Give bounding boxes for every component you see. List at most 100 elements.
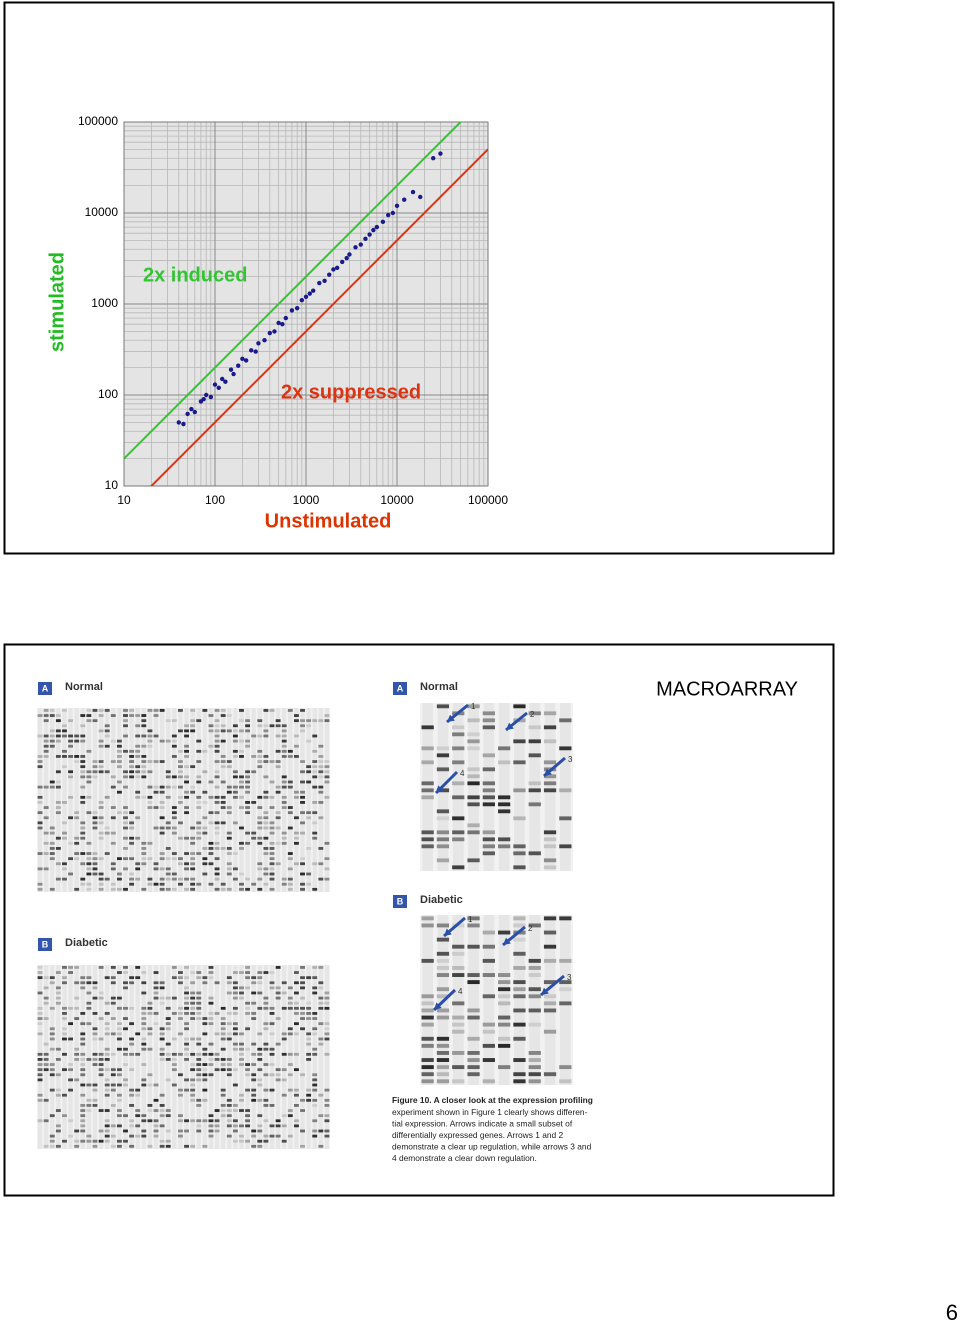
data-point	[380, 219, 386, 225]
blot-spot	[239, 775, 244, 779]
blot-spot	[135, 1114, 141, 1118]
blot-spot	[129, 877, 135, 881]
blot-spot	[147, 841, 153, 845]
blot-spot	[49, 780, 55, 784]
blot-spot	[80, 1063, 86, 1066]
blot-spot	[257, 1047, 263, 1051]
blot-spot	[452, 951, 465, 956]
blot-spot	[436, 1072, 450, 1077]
blot-spot	[245, 966, 251, 969]
blot-spot	[324, 714, 330, 717]
blot-spot	[110, 775, 116, 779]
arrow-head	[506, 722, 514, 730]
blot-lane	[37, 708, 43, 892]
blot-spot	[251, 1052, 257, 1056]
blot-spot	[178, 1088, 183, 1092]
blot-spot	[178, 795, 183, 799]
blot-lane	[221, 708, 226, 892]
blot-spot	[436, 753, 450, 758]
blot-spot	[178, 836, 183, 840]
blot-spot	[232, 1124, 238, 1128]
blot-spot	[324, 1114, 330, 1118]
blot-spot	[239, 841, 244, 845]
blot-spot	[135, 775, 141, 779]
blot-spot	[141, 734, 147, 738]
blot-spot	[421, 1022, 434, 1027]
blot-spot	[135, 1052, 141, 1056]
blot-spot	[281, 1032, 287, 1036]
blot-spot	[528, 1065, 541, 1070]
blot-spot	[257, 760, 263, 763]
blot-spot	[287, 709, 293, 712]
blot-spot	[300, 709, 305, 712]
blot-spot	[226, 831, 232, 835]
blot-spot	[98, 821, 104, 825]
blot-spot	[110, 739, 116, 743]
blot-spot	[467, 732, 480, 737]
data-point	[410, 189, 416, 195]
blot-spot	[300, 1017, 305, 1020]
blot-spot	[86, 1058, 92, 1061]
blot-spot	[214, 872, 220, 876]
blot-spot	[184, 780, 189, 784]
blot-spot	[452, 760, 465, 765]
data-point	[216, 385, 221, 390]
blot-spot	[190, 1006, 196, 1010]
blot-lane	[172, 965, 177, 1149]
blot-spot	[306, 739, 312, 743]
blot-spot	[269, 821, 275, 825]
blot-spot	[135, 770, 141, 774]
blot-spot	[257, 1068, 263, 1072]
blot-spot	[86, 882, 92, 886]
blot-lane	[117, 965, 122, 1149]
blot-lane	[159, 708, 165, 892]
blot-spot	[202, 1032, 208, 1036]
blot-spot	[306, 780, 312, 784]
blot-spot	[68, 734, 74, 738]
blot-spot	[208, 795, 214, 799]
blot-lane	[221, 965, 226, 1149]
blot-spot	[49, 714, 55, 717]
blot-spot	[171, 877, 177, 881]
blot-spot	[80, 826, 86, 830]
blot-spot	[226, 1058, 232, 1061]
blot-spot	[293, 734, 299, 738]
blot-spot	[239, 729, 244, 733]
blot-spot	[129, 770, 135, 774]
blot-spot	[436, 973, 450, 977]
blot-spot	[312, 976, 318, 980]
blot-spot	[467, 1065, 480, 1070]
blot-spot	[543, 858, 557, 863]
blot-spot	[159, 760, 165, 763]
blot-spot	[318, 1144, 324, 1148]
blot-spot	[49, 1037, 55, 1041]
blot-spot	[190, 981, 196, 985]
blot-spot	[226, 852, 232, 855]
blot-spot	[43, 976, 49, 980]
arrow-label: 1	[471, 702, 476, 711]
blot-spot	[43, 806, 49, 809]
blot-spot	[49, 1073, 55, 1077]
blot-spot	[208, 1129, 214, 1133]
blot-spot	[421, 830, 434, 835]
blot-spot	[171, 857, 177, 861]
blot-spot	[452, 1029, 465, 1034]
blot-background	[37, 708, 330, 892]
blot-spot	[421, 781, 434, 786]
blot-spot	[324, 1037, 330, 1041]
blot-spot	[528, 753, 541, 758]
blot-spot	[55, 996, 61, 1000]
blot-spot	[184, 986, 189, 990]
blot-spot	[104, 1088, 110, 1092]
blot-spot	[190, 841, 196, 845]
blot-lane	[282, 965, 287, 1149]
blot-spot	[528, 1022, 541, 1027]
blot-spot	[281, 729, 287, 733]
blot-spot	[80, 1012, 86, 1015]
blot-spot	[482, 781, 495, 786]
blot-spot	[129, 1124, 135, 1128]
blot-spot	[49, 847, 55, 850]
blot-spot	[214, 821, 220, 825]
blot-spot	[116, 755, 122, 758]
blot-spot	[68, 1022, 74, 1026]
